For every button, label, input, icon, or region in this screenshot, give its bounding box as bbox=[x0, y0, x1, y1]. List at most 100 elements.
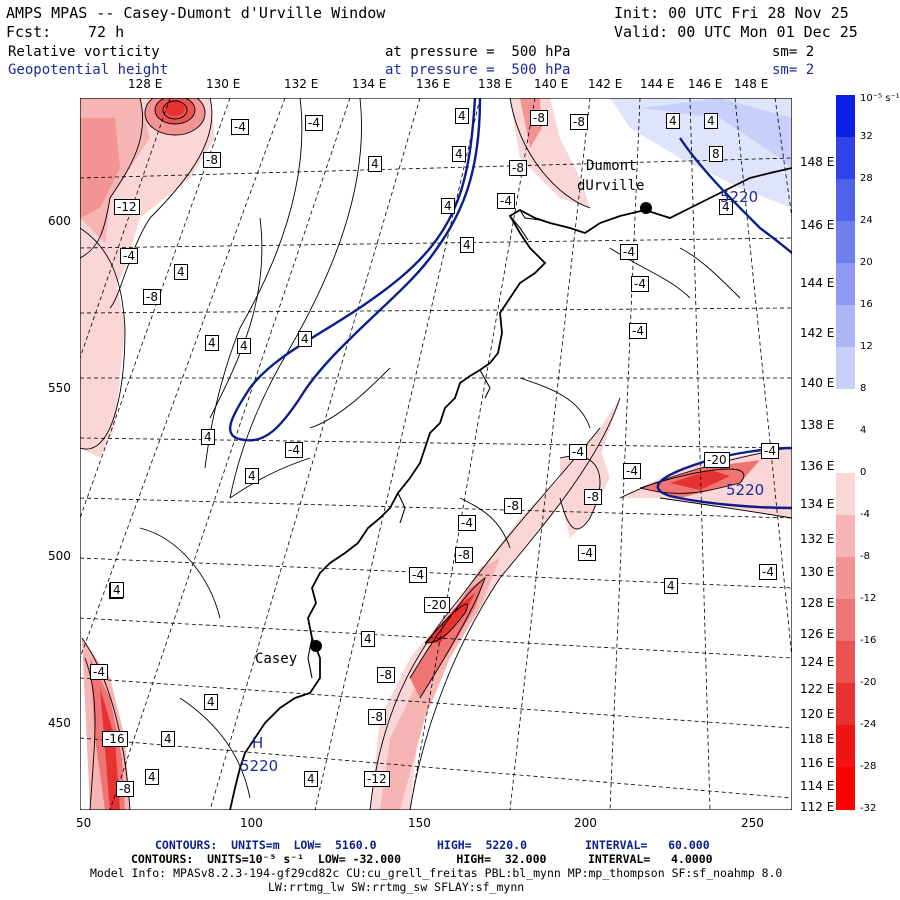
lat-label: 140 E bbox=[800, 376, 835, 390]
contour-label: -4 bbox=[305, 115, 323, 131]
contour-label: -12 bbox=[364, 771, 390, 787]
field2-smoothing: sm= 2 bbox=[772, 62, 815, 78]
colorbar-label: 4 bbox=[860, 425, 867, 436]
contour-label: 4 bbox=[205, 335, 219, 351]
colorbar-label: 20 bbox=[860, 257, 873, 268]
lat-label: 128 E bbox=[800, 596, 835, 610]
forecast-hour: 72 h bbox=[88, 23, 125, 41]
lat-label: 124 E bbox=[800, 655, 835, 669]
valid-time: Valid: 00 UTC Mon 01 Dec 25 bbox=[614, 23, 858, 41]
lat-label: 146 E bbox=[800, 218, 835, 232]
lat-label: 136 E bbox=[800, 459, 835, 473]
contour-label: -4 bbox=[90, 664, 108, 680]
contour-label: -4 bbox=[629, 323, 647, 339]
colorbar-label: -32 bbox=[860, 803, 877, 814]
colorbar-swatch bbox=[836, 725, 855, 768]
lat-label: 126 E bbox=[800, 627, 835, 641]
contour-label: -16 bbox=[102, 731, 128, 747]
lon-label: 134 E bbox=[352, 77, 387, 91]
contour-label: -4 bbox=[623, 463, 641, 479]
coastline bbox=[229, 167, 792, 810]
colorbar-swatch bbox=[836, 389, 855, 432]
contour-label: -8 bbox=[377, 667, 395, 683]
geopotential-contour-info: CONTOURS: UNITS=m LOW= 5160.0 bbox=[155, 838, 377, 852]
vorticity-contour-info: CONTOURS: UNITS=10⁻⁵ s⁻¹ LOW= -32.000 HI… bbox=[131, 852, 713, 866]
lat-label: 112 E bbox=[800, 800, 835, 814]
contour-label: 4 bbox=[452, 146, 466, 162]
x-tick: 100 bbox=[240, 816, 263, 830]
colorbar-label: -20 bbox=[860, 677, 877, 688]
contour-label: 4 bbox=[441, 198, 455, 214]
contour-label: -4 bbox=[458, 515, 476, 531]
forecast-label: Fcst: bbox=[6, 23, 52, 41]
colorbar-swatch bbox=[836, 431, 855, 474]
contour-label: 4 bbox=[664, 578, 678, 594]
colorbar-swatch bbox=[836, 473, 855, 516]
contour-label: 4 bbox=[361, 631, 375, 647]
lat-label: 148 E bbox=[800, 155, 835, 169]
contour-label: -20 bbox=[704, 452, 730, 468]
model-info-line2: LW:rrtmg_lw SW:rrtmg_sw SFLAY:sf_mynn bbox=[268, 880, 525, 894]
colorbar-swatch bbox=[836, 599, 855, 642]
geopotential-contour-high: HIGH= 5220.0 bbox=[437, 838, 528, 852]
vorticity-contours bbox=[80, 98, 792, 810]
dumont-durville-station-marker bbox=[640, 202, 652, 214]
x-tick: 150 bbox=[408, 816, 431, 830]
contour-label: -8 bbox=[504, 498, 522, 514]
lon-label: 132 E bbox=[284, 77, 319, 91]
lon-label: 148 E bbox=[734, 77, 769, 91]
y-tick: 450 bbox=[48, 716, 71, 730]
contour-label: -8 bbox=[203, 152, 221, 168]
colorbar-label: 8 bbox=[860, 383, 867, 394]
colorbar-unit: 10⁻⁵ s⁻¹ bbox=[860, 93, 900, 104]
field2-pressure: at pressure = 500 hPa bbox=[385, 62, 571, 78]
contour-label: -4 bbox=[620, 244, 638, 260]
geopotential-label: 5220 bbox=[726, 481, 765, 499]
colorbar bbox=[836, 95, 855, 810]
y-tick: 500 bbox=[48, 549, 71, 563]
colorbar-swatch bbox=[836, 641, 855, 684]
colorbar-label: 24 bbox=[860, 215, 873, 226]
lon-label: 146 E bbox=[688, 77, 723, 91]
lat-label: 120 E bbox=[800, 707, 835, 721]
lon-label: 128 E bbox=[128, 77, 163, 91]
contour-label: 4 bbox=[304, 771, 318, 787]
contour-label: -8 bbox=[368, 709, 386, 725]
contour-label: 4 bbox=[161, 731, 175, 747]
high-center-label: H bbox=[252, 734, 264, 752]
lon-label: 136 E bbox=[416, 77, 451, 91]
geopotential-label: 5220 bbox=[720, 188, 759, 206]
station-label-casey: Casey bbox=[255, 651, 298, 667]
contour-label: -8 bbox=[530, 110, 548, 126]
lat-label: 132 E bbox=[800, 532, 835, 546]
contour-label: -8 bbox=[116, 781, 134, 797]
colorbar-swatch bbox=[836, 683, 855, 726]
contour-label: 4 bbox=[174, 264, 188, 280]
colorbar-swatch bbox=[836, 767, 855, 810]
field2-name: Geopotential height bbox=[8, 62, 169, 78]
colorbar-swatch bbox=[836, 305, 855, 348]
lon-label: 130 E bbox=[206, 77, 241, 91]
lon-label: 138 E bbox=[478, 77, 513, 91]
field1-pressure: at pressure = 500 hPa bbox=[385, 44, 571, 60]
colorbar-swatch bbox=[836, 347, 855, 390]
colorbar-label: -28 bbox=[860, 761, 877, 772]
station-label-durville: dUrville bbox=[577, 178, 645, 194]
contour-label: 4 bbox=[145, 769, 159, 785]
init-time: Init: 00 UTC Fri 28 Nov 25 bbox=[614, 4, 849, 22]
contour-label: -8 bbox=[570, 114, 588, 130]
model-info: Model Info: MPASv8.2.3-194-gf29cd82c CU:… bbox=[90, 866, 783, 880]
contour-label: -4 bbox=[569, 444, 587, 460]
contour-label: 4 bbox=[110, 582, 124, 598]
lat-label: 114 E bbox=[800, 779, 835, 793]
colorbar-swatch bbox=[836, 95, 855, 138]
graticule bbox=[80, 98, 792, 810]
contour-label: 4 bbox=[368, 156, 382, 172]
contour-label: -4 bbox=[120, 248, 138, 264]
lon-label: 144 E bbox=[640, 77, 675, 91]
colorbar-swatch bbox=[836, 515, 855, 558]
lat-label: 144 E bbox=[800, 276, 835, 290]
geopotential-contour-interval: INTERVAL= 60.000 bbox=[585, 838, 710, 852]
contour-label: 8 bbox=[709, 146, 723, 162]
lat-label: 122 E bbox=[800, 682, 835, 696]
